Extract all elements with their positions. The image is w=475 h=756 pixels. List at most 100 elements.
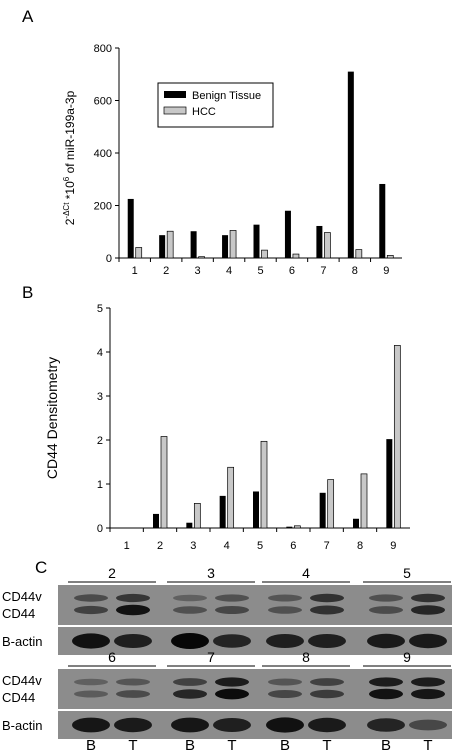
panel-a-legend: Benign Tissue HCC: [157, 82, 274, 128]
band-cd44v: [411, 593, 445, 603]
panel-a-y-axis-label: 2-ΔCt *106 of miR-199a-3p: [62, 90, 77, 225]
bar-benign-5: [253, 224, 260, 258]
sample-number: 3: [207, 565, 215, 581]
band-actin: [409, 719, 447, 731]
band-actin: [266, 717, 304, 733]
membrane-cd44: [58, 585, 452, 625]
y-tick-label: 2: [97, 435, 103, 447]
band-cd44: [215, 688, 249, 700]
band-cd44: [173, 689, 207, 699]
blot-top: 2 3 4 5 CD44v CD44 B-actin: [2, 565, 452, 655]
band-actin: [171, 717, 209, 733]
y-tick-label: 1: [97, 479, 103, 491]
lane-label: T: [227, 737, 236, 754]
y-tick-label: 5: [97, 303, 103, 315]
lane-label: T: [128, 737, 137, 754]
x-tick-label: 9: [390, 540, 396, 552]
band-actin: [213, 634, 251, 648]
band-cd44v: [369, 594, 403, 602]
band-actin: [266, 634, 304, 648]
x-tick-label: 5: [257, 540, 263, 552]
row-label: CD44v: [2, 589, 42, 604]
band-cd44: [411, 688, 445, 700]
bar-benign-5: [253, 491, 259, 528]
legend-label-hcc: HCC: [192, 106, 216, 118]
x-tick-label: 5: [257, 265, 263, 277]
bar-hcc-2: [160, 436, 168, 529]
band-cd44v: [173, 678, 207, 686]
bar-benign-4: [219, 495, 226, 528]
panel-a-bars: [127, 71, 394, 259]
band-actin: [114, 717, 152, 733]
bar-benign-9: [386, 439, 393, 528]
sample-number: 2: [108, 565, 116, 581]
bar-hcc-4: [229, 230, 237, 259]
band-cd44: [310, 605, 344, 615]
band-cd44: [268, 606, 302, 614]
bar-benign-7: [316, 225, 323, 258]
band-cd44: [369, 606, 403, 614]
bar-benign-3: [190, 231, 197, 258]
lane-label: B: [185, 737, 195, 754]
bar-hcc-4: [227, 466, 235, 529]
x-tick-label: 8: [352, 265, 358, 277]
membrane-cd44: [58, 669, 452, 709]
y-tick-label: 4: [97, 347, 103, 359]
row-label: B-actin: [2, 718, 42, 733]
bar-benign-8: [353, 518, 359, 528]
panel-b-y-axis-label: CD44 Densitometry: [44, 357, 60, 479]
bar-hcc-8: [355, 249, 363, 259]
band-cd44: [310, 689, 344, 699]
band-cd44v: [310, 678, 344, 686]
band-actin: [367, 633, 405, 649]
band-actin: [308, 717, 346, 733]
sample-number: 5: [403, 565, 411, 581]
bar-hcc-6: [292, 253, 300, 259]
blot-bottom: 6 7 8 9 CD44v CD44 B-actin: [2, 649, 452, 739]
y-tick-label: 0: [97, 523, 103, 535]
band-cd44v: [369, 677, 403, 687]
band-actin: [72, 633, 110, 649]
lane-label: B: [280, 737, 290, 754]
x-tick-label: 7: [320, 265, 326, 277]
y-tick-label: 800: [94, 43, 112, 55]
bar-benign-1: [127, 198, 134, 258]
panel-c: C 2 3 4 5 CD44v CD44 B-actin 6 7 8 9 CD44v CD44 B-ac…: [2, 558, 452, 754]
lane-label: T: [423, 737, 432, 754]
bar-hcc-7: [324, 232, 331, 259]
band-cd44v: [215, 594, 249, 602]
band-cd44v: [268, 678, 302, 686]
x-tick-label: 6: [289, 265, 295, 277]
band-cd44: [369, 688, 403, 700]
bar-benign-6: [286, 526, 293, 528]
row-label: CD44: [2, 606, 35, 621]
bar-benign-7: [319, 492, 326, 528]
bar-benign-6: [284, 210, 291, 258]
band-cd44: [215, 606, 249, 614]
panel-b-y-ticks: 0 1 2 3 4 5: [97, 303, 110, 535]
bar-hcc-6: [293, 525, 301, 529]
panel-b: B 0 1 2 3 4 5 CD44 Densitometry 1 2 3 4 5 6 7 8 9: [22, 283, 410, 552]
x-tick-label: 9: [383, 265, 389, 277]
band-cd44: [74, 605, 108, 615]
x-tick-label: 2: [157, 540, 163, 552]
band-cd44v: [74, 594, 108, 602]
bar-hcc-5: [260, 440, 268, 529]
sample-number: 7: [207, 649, 215, 665]
y-tick-label: 400: [94, 148, 112, 160]
band-cd44v: [310, 593, 344, 603]
y-tick-label: 0: [106, 253, 112, 265]
bar-hcc-5: [261, 249, 268, 259]
bar-hcc-3: [193, 503, 201, 529]
band-cd44: [116, 690, 150, 698]
panel-c-letter: C: [35, 558, 47, 577]
bar-benign-8: [347, 71, 354, 258]
panel-a-letter: A: [22, 7, 34, 26]
x-tick-label: 3: [190, 540, 196, 552]
row-label: B-actin: [2, 634, 42, 649]
band-cd44v: [116, 678, 150, 686]
band-actin: [213, 718, 251, 732]
band-cd44: [74, 690, 108, 698]
